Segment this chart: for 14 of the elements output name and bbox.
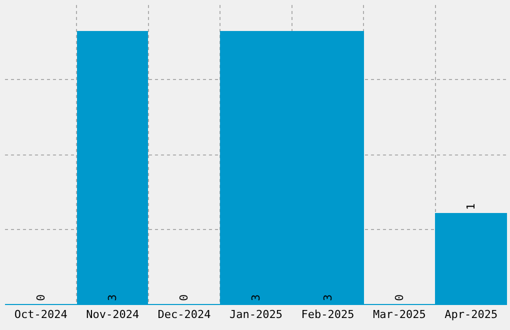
data-label: 3: [250, 294, 262, 301]
data-label: 3: [106, 294, 119, 301]
x-tick-label: Oct-2024: [14, 308, 68, 322]
x-tick-label: Feb-2025: [301, 308, 354, 322]
x-tick-label: Dec-2024: [158, 308, 212, 322]
x-tick-label: Mar-2025: [372, 308, 426, 322]
data-label: 1: [464, 203, 478, 210]
data-label: 0: [34, 294, 48, 301]
x-tick-label: Nov-2024: [86, 308, 140, 322]
data-label: 0: [393, 294, 406, 301]
x-tick-label: Jan-2025: [230, 308, 282, 322]
data-label: 0: [178, 294, 190, 301]
data-label: 3: [322, 294, 334, 301]
x-tick-label: Apr-2025: [444, 308, 498, 322]
